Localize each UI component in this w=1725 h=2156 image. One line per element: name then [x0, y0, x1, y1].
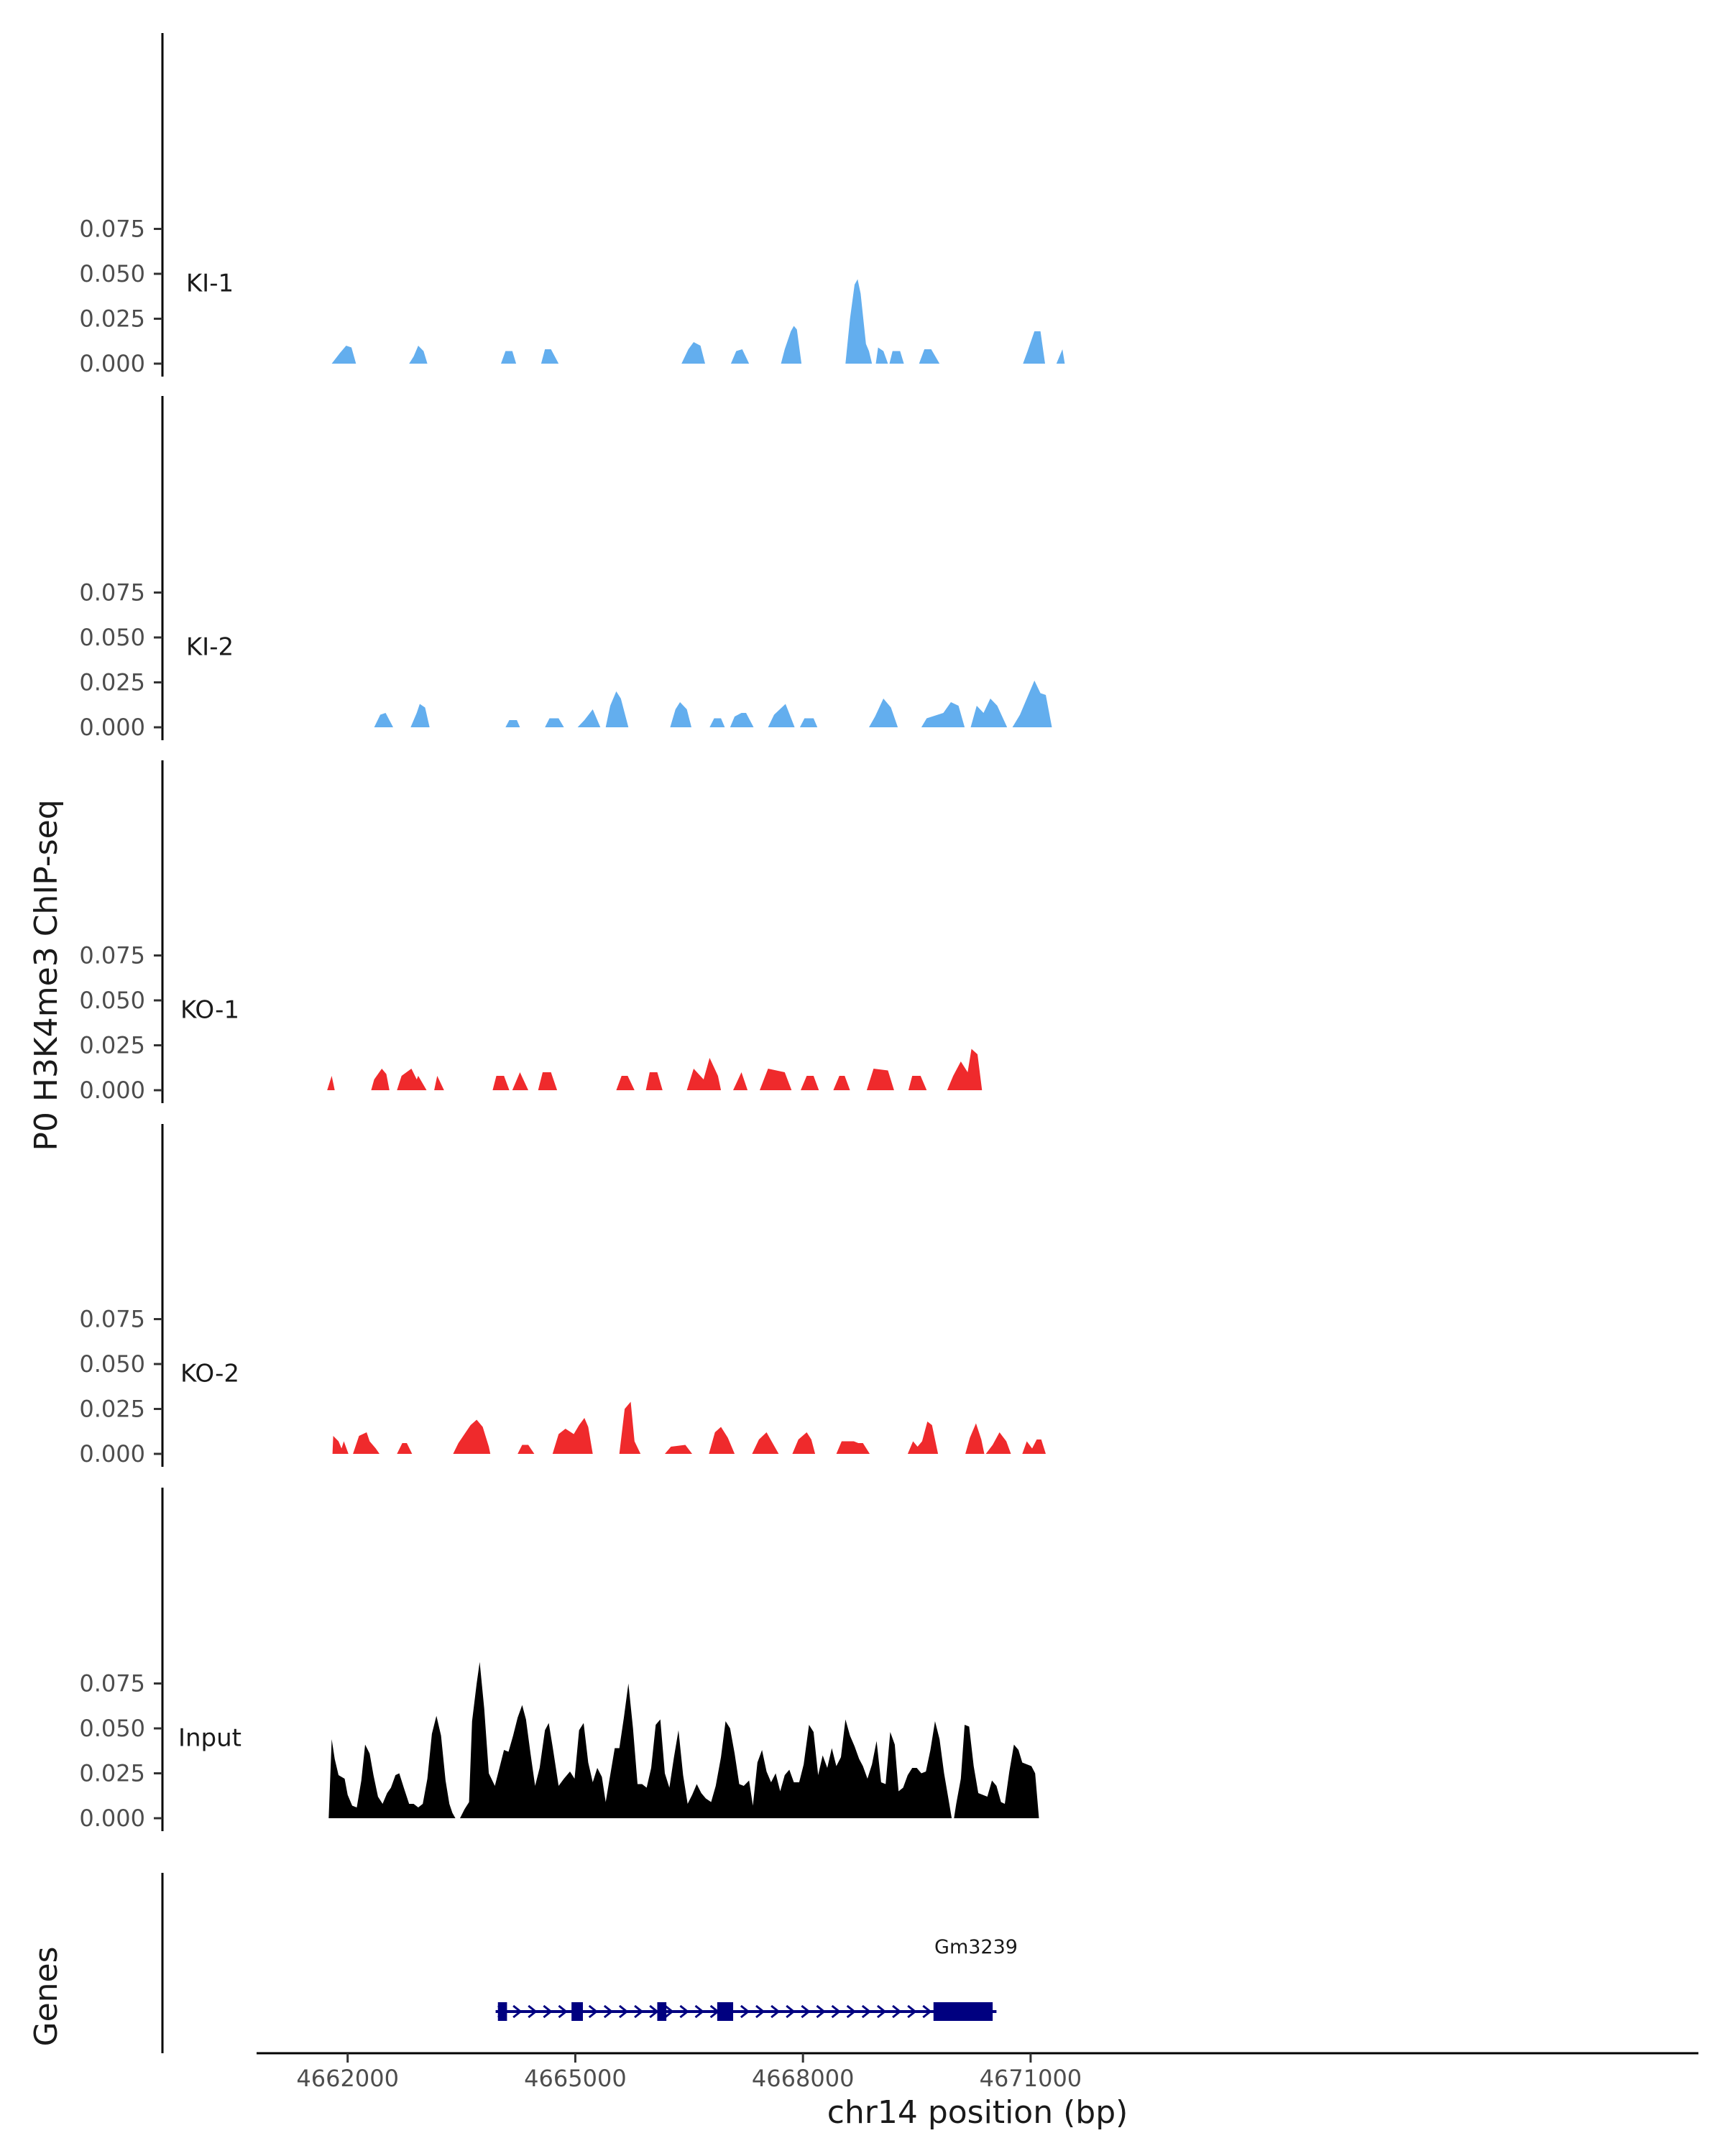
strand-arrow — [649, 2004, 659, 2019]
strand-arrow — [831, 2004, 841, 2019]
y-tick-label: 0.050 — [79, 260, 145, 287]
y-tick-label: 0.025 — [79, 1760, 145, 1787]
track-label: KI-1 — [186, 270, 234, 298]
signal-area — [331, 279, 1065, 364]
signal-area — [332, 1401, 1046, 1454]
y-tick-label: 0.000 — [79, 1805, 145, 1832]
gene-exon — [933, 2002, 993, 2021]
y-tick-label: 0.000 — [79, 350, 145, 377]
track-panels: 0.0000.0250.0500.075KI-10.0000.0250.0500… — [79, 33, 1065, 1832]
strand-arrow — [528, 2004, 538, 2019]
gene-exon — [497, 2002, 507, 2021]
track-label: KO-2 — [180, 1360, 239, 1388]
strand-arrow — [588, 2004, 599, 2019]
strand-arrow — [603, 2004, 614, 2019]
track-ki-2: 0.000 0.025 0.050 0.075 KI-2 — [79, 396, 1052, 741]
strand-arrow — [694, 2004, 704, 2019]
track-ko-2: 0.000 0.025 0.050 0.075 KO-2 — [79, 1124, 1046, 1468]
strand-arrow — [816, 2004, 826, 2019]
track-ki-1: 0.000 0.025 0.050 0.075 KI-1 — [79, 33, 1065, 377]
strand-arrow — [892, 2004, 902, 2019]
y-tick-label: 0.075 — [79, 579, 145, 607]
strand-arrow — [755, 2004, 765, 2019]
x-tick-label: 4668000 — [752, 2065, 855, 2092]
y-tick-label: 0.025 — [79, 1032, 145, 1059]
strand-arrow — [786, 2004, 796, 2019]
strand-arrow — [861, 2004, 872, 2019]
y-tick-label: 0.000 — [79, 1077, 145, 1104]
y-tick-label: 0.050 — [79, 987, 145, 1014]
strand-arrow — [876, 2004, 887, 2019]
track-label: KI-2 — [186, 633, 234, 662]
strand-arrow — [634, 2004, 644, 2019]
y-tick-label: 0.050 — [79, 1350, 145, 1378]
gene-exon — [571, 2002, 583, 2021]
strand-arrow — [679, 2004, 689, 2019]
strand-arrow — [770, 2004, 781, 2019]
gene-track: Genes Gm3239 — [28, 1873, 1018, 2053]
strand-arrow — [846, 2004, 857, 2019]
gene-track-title: Genes — [28, 1946, 65, 2046]
track-ko-1: 0.000 0.025 0.050 0.075 KO-1 — [79, 760, 983, 1104]
track-label: KO-1 — [180, 996, 239, 1025]
y-tick-label: 0.025 — [79, 669, 145, 696]
strand-arrow — [619, 2004, 629, 2019]
strand-arrow — [558, 2004, 568, 2019]
y-tick-label: 0.075 — [79, 942, 145, 969]
y-tick-label: 0.000 — [79, 714, 145, 741]
x-ticks: 4662000 4665000 4668000 4671000 — [296, 2053, 1082, 2092]
signal-area — [374, 681, 1052, 727]
track-input: 0.000 0.025 0.050 0.075 Input — [79, 1488, 1039, 1832]
x-tick-label: 4662000 — [296, 2065, 399, 2092]
strand-arrow — [907, 2004, 917, 2019]
y-tick-label: 0.075 — [79, 1306, 145, 1333]
y-tick-label: 0.025 — [79, 1396, 145, 1423]
x-tick-label: 4671000 — [980, 2065, 1082, 2092]
gene-exon — [657, 2002, 667, 2021]
y-tick-label: 0.075 — [79, 216, 145, 243]
x-axis-title: chr14 position (bp) — [827, 2094, 1128, 2131]
strand-arrow — [740, 2004, 750, 2019]
y-tick-label: 0.025 — [79, 305, 145, 333]
y-tick-label: 0.050 — [79, 1715, 145, 1742]
strand-arrow — [922, 2004, 932, 2019]
y-tick-label: 0.000 — [79, 1440, 145, 1468]
strand-arrow — [664, 2004, 674, 2019]
gene-exon — [717, 2002, 734, 2021]
gene-name-label: Gm3239 — [934, 1936, 1018, 1958]
x-tick-label: 4665000 — [524, 2065, 627, 2092]
gene-model — [495, 2002, 997, 2021]
y-tick-label: 0.075 — [79, 1670, 145, 1697]
track-label: Input — [178, 1724, 242, 1753]
signal-area — [328, 1662, 1039, 1818]
x-axis: 4662000 4665000 4668000 4671000 chr14 posit… — [257, 2052, 1698, 2131]
y-tick-label: 0.050 — [79, 624, 145, 651]
signal-area — [327, 1049, 983, 1090]
strand-arrow — [512, 2004, 523, 2019]
y-axis-title: P0 H3K4me3 ChIP-seq — [28, 799, 65, 1151]
strand-arrow — [801, 2004, 811, 2019]
strand-arrow — [543, 2004, 553, 2019]
